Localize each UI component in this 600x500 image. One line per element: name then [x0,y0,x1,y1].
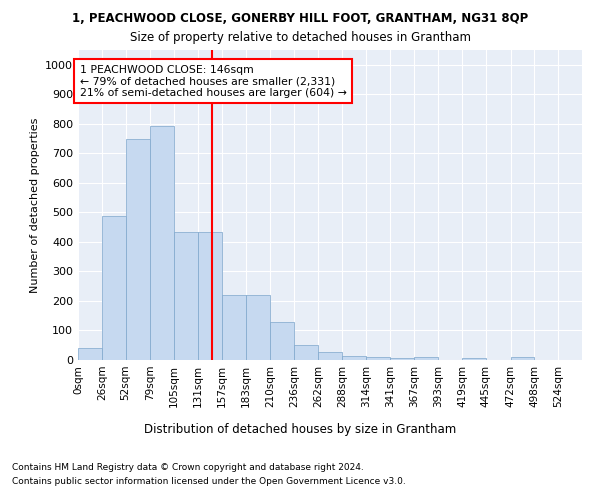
Text: Distribution of detached houses by size in Grantham: Distribution of detached houses by size … [144,422,456,436]
Bar [462,358,486,360]
Y-axis label: Number of detached properties: Number of detached properties [29,118,40,292]
Bar [78,348,102,360]
Bar [342,356,366,360]
Bar [415,357,438,360]
Text: 1, PEACHWOOD CLOSE, GONERBY HILL FOOT, GRANTHAM, NG31 8QP: 1, PEACHWOOD CLOSE, GONERBY HILL FOOT, G… [72,12,528,26]
Bar [511,357,535,360]
Bar [151,126,174,360]
Text: Size of property relative to detached houses in Grantham: Size of property relative to detached ho… [130,31,470,44]
Bar [174,232,198,360]
Bar [391,358,415,360]
Bar [125,139,151,360]
Bar [294,344,318,360]
Bar [198,232,222,360]
Bar [271,322,294,360]
Bar [318,352,342,360]
Text: Contains public sector information licensed under the Open Government Licence v3: Contains public sector information licen… [12,478,406,486]
Bar [102,216,125,360]
Bar [222,295,245,360]
Bar [245,295,271,360]
Bar [366,357,391,360]
Text: 1 PEACHWOOD CLOSE: 146sqm
← 79% of detached houses are smaller (2,331)
21% of se: 1 PEACHWOOD CLOSE: 146sqm ← 79% of detac… [80,65,347,98]
Text: Contains HM Land Registry data © Crown copyright and database right 2024.: Contains HM Land Registry data © Crown c… [12,462,364,471]
